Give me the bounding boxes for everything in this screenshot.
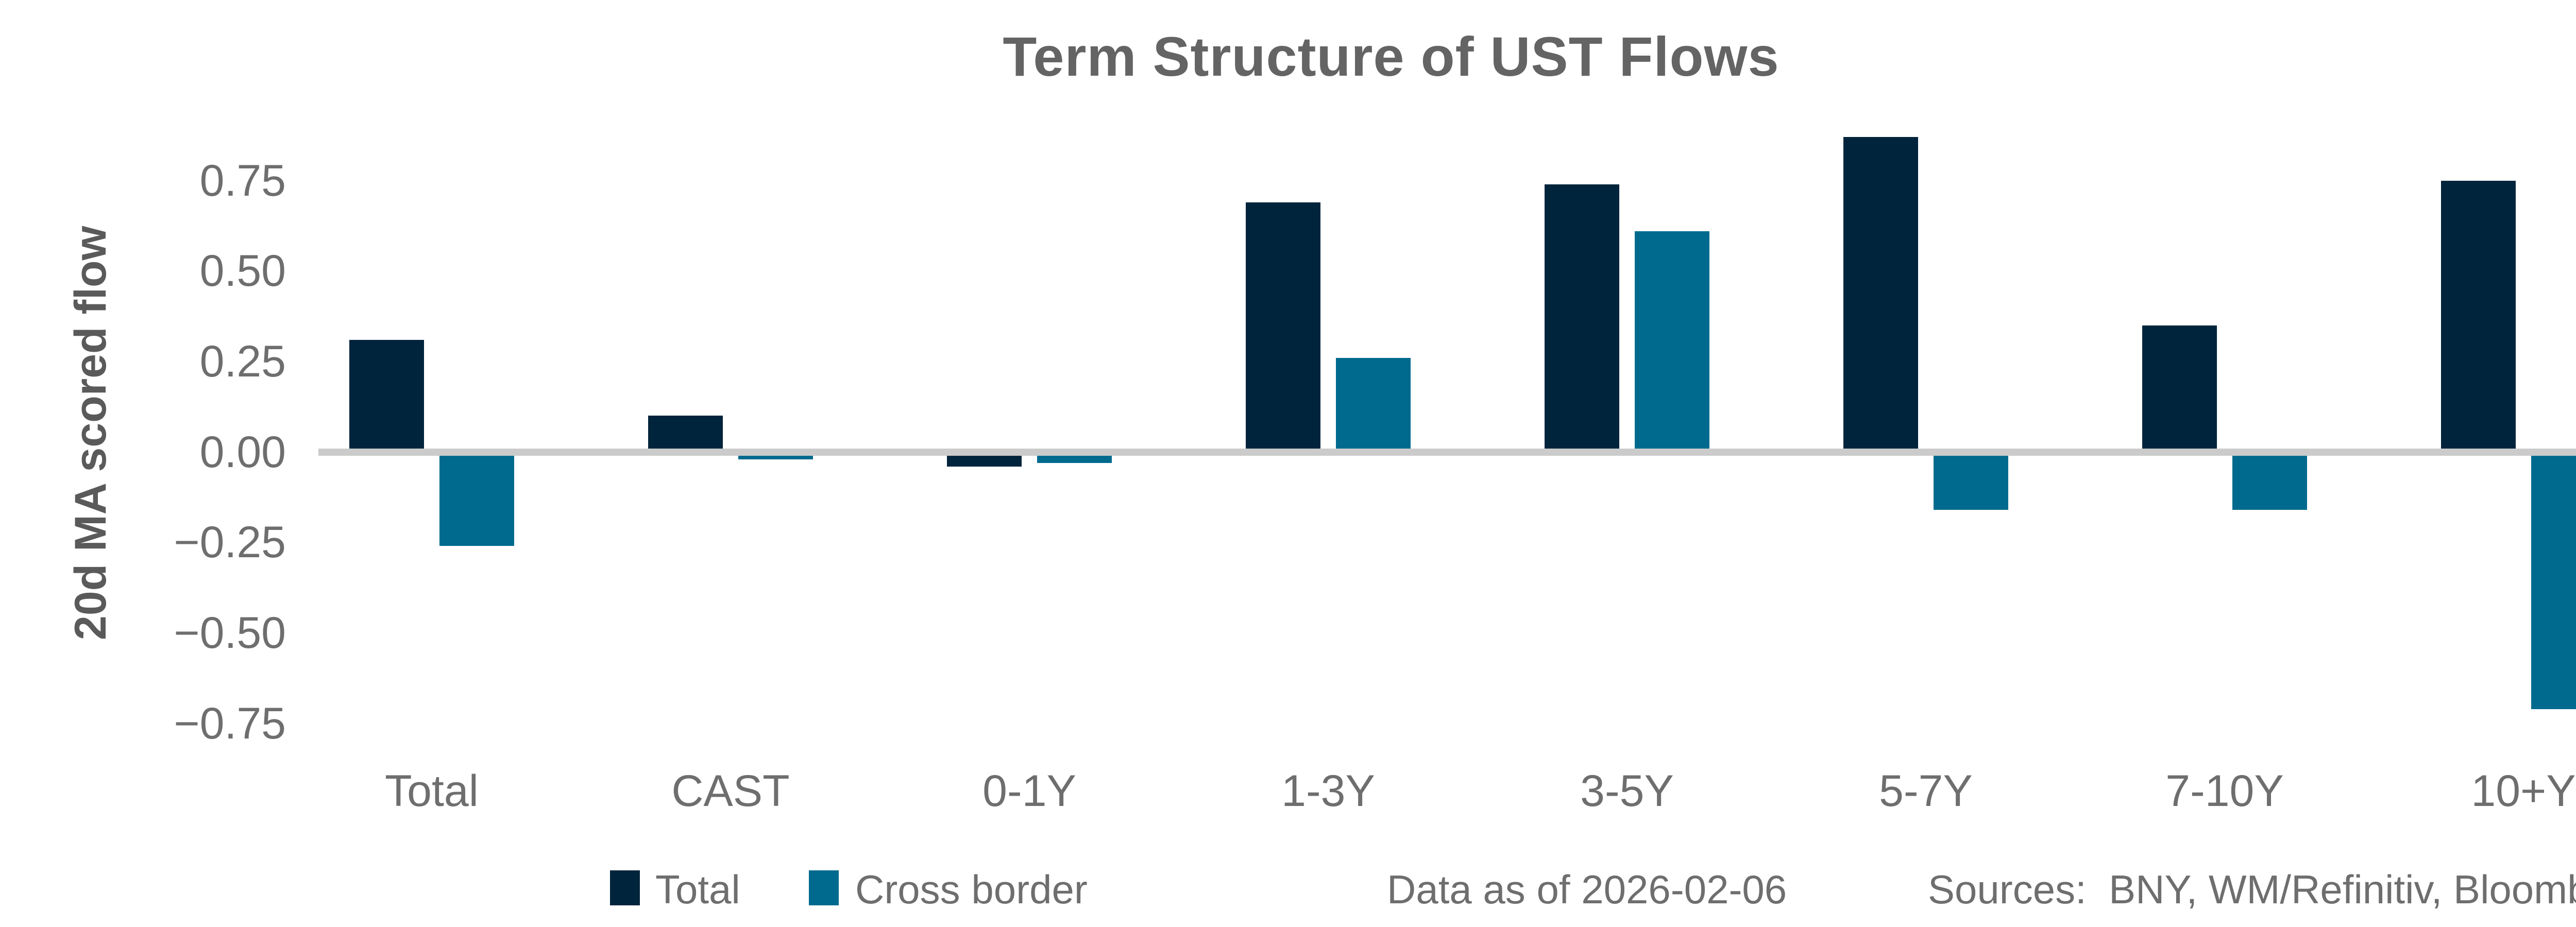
- y-tick-label: 0.25: [199, 337, 286, 386]
- x-axis-label: 10+Y: [2471, 766, 2576, 816]
- legend-label-cross-border: Cross border: [855, 867, 1088, 912]
- y-tick-label: −0.50: [174, 608, 286, 658]
- bar-cross-border-total: [439, 452, 514, 546]
- x-axis-label: 3-5Y: [1580, 766, 1674, 816]
- x-axis-label: 1-3Y: [1281, 766, 1375, 816]
- legend-swatch-cross-border: [809, 870, 839, 905]
- bar-total-cast: [648, 416, 723, 452]
- x-axis-label: 5-7Y: [1879, 766, 1973, 816]
- y-tick-label: 0.00: [199, 427, 286, 477]
- x-axis-label: 0-1Y: [982, 766, 1076, 816]
- sources-note: Sources: BNY, WM/Refinitiv, Bloomberg: [1928, 867, 2576, 912]
- bar-cross-border-7-10y: [2232, 452, 2307, 510]
- zero-baseline: [318, 448, 2576, 456]
- y-tick-label: 0.75: [199, 156, 286, 205]
- legend-label-total: Total: [655, 867, 740, 912]
- bar-cross-border-1-3y: [1336, 357, 1411, 452]
- legend-swatch-total: [610, 870, 640, 905]
- chart-title: Term Structure of UST Flows: [1003, 25, 1780, 88]
- bar-cross-border-3-5y: [1635, 231, 1709, 452]
- bar-cross-border-10+y: [2531, 452, 2576, 709]
- bar-total-7-10y: [2142, 325, 2217, 452]
- bar-total-5-7y: [1843, 137, 1918, 452]
- data-as-of-note: Data as of 2026-02-06: [1387, 867, 1787, 912]
- y-tick-label: −0.25: [174, 518, 286, 568]
- plot-area: [282, 108, 2576, 742]
- x-axis-label: CAST: [671, 766, 790, 816]
- bar-total-1-3y: [1246, 202, 1320, 452]
- bar-total-10+y: [2441, 180, 2516, 452]
- bar-total-total: [349, 339, 424, 452]
- y-tick-label: 0.50: [199, 246, 286, 296]
- y-tick-label: −0.75: [174, 698, 286, 748]
- bar-cross-border-5-7y: [1934, 452, 2008, 510]
- x-axis-label: Total: [385, 766, 479, 816]
- x-axis-label: 7-10Y: [2165, 766, 2284, 816]
- bar-total-3-5y: [1545, 184, 1619, 452]
